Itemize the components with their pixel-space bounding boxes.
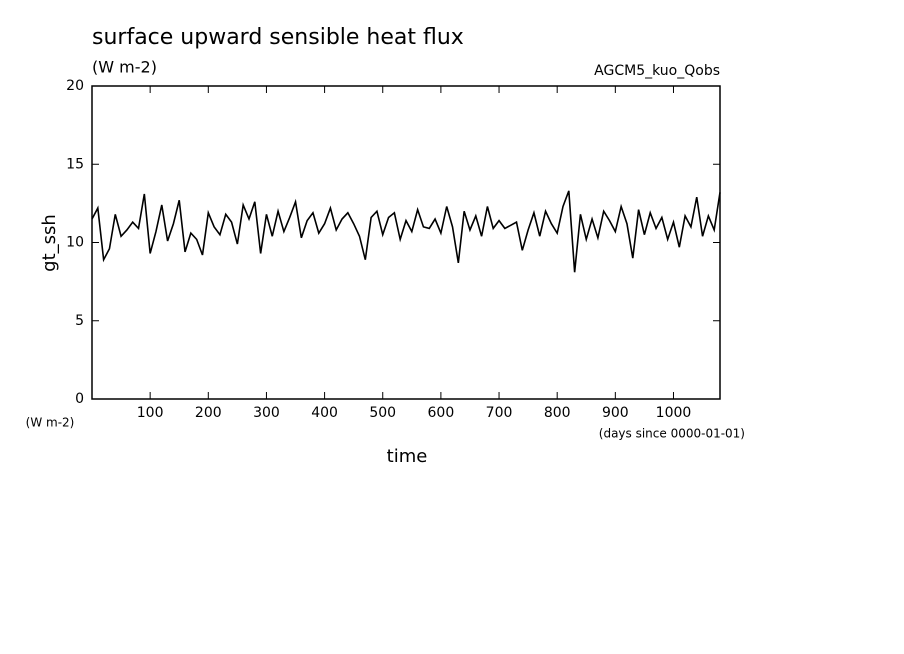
x-tick-label: 900 [602, 405, 629, 421]
y-tick-label: 5 [75, 313, 84, 329]
x-axis-units: (days since 0000-01-01) [599, 427, 745, 441]
x-tick-label: 600 [428, 405, 455, 421]
x-axis-label: time [387, 446, 428, 467]
y-tick-label: 20 [66, 78, 84, 94]
y-axis-units: (W m-2) [26, 416, 75, 430]
y-axis-label: gt_ssh [39, 214, 60, 272]
x-tick-label: 200 [195, 405, 222, 421]
chart-subtitle: (W m-2) [92, 58, 157, 77]
x-tick-label: 800 [544, 405, 571, 421]
annotation: AGCM5_kuo_Qobs [594, 63, 720, 79]
x-tick-label: 1000 [656, 405, 692, 421]
y-tick-label: 15 [66, 156, 84, 172]
x-tick-label: 300 [253, 405, 280, 421]
x-tick-label: 100 [137, 405, 164, 421]
x-tick-label: 700 [486, 405, 513, 421]
x-tick-label: 400 [311, 405, 338, 421]
data-line [91, 190, 721, 273]
chart-title: surface upward sensible heat flux [92, 25, 464, 50]
y-tick-label: 0 [75, 391, 84, 407]
x-tick-label: 500 [369, 405, 396, 421]
y-tick-label: 10 [66, 235, 84, 251]
